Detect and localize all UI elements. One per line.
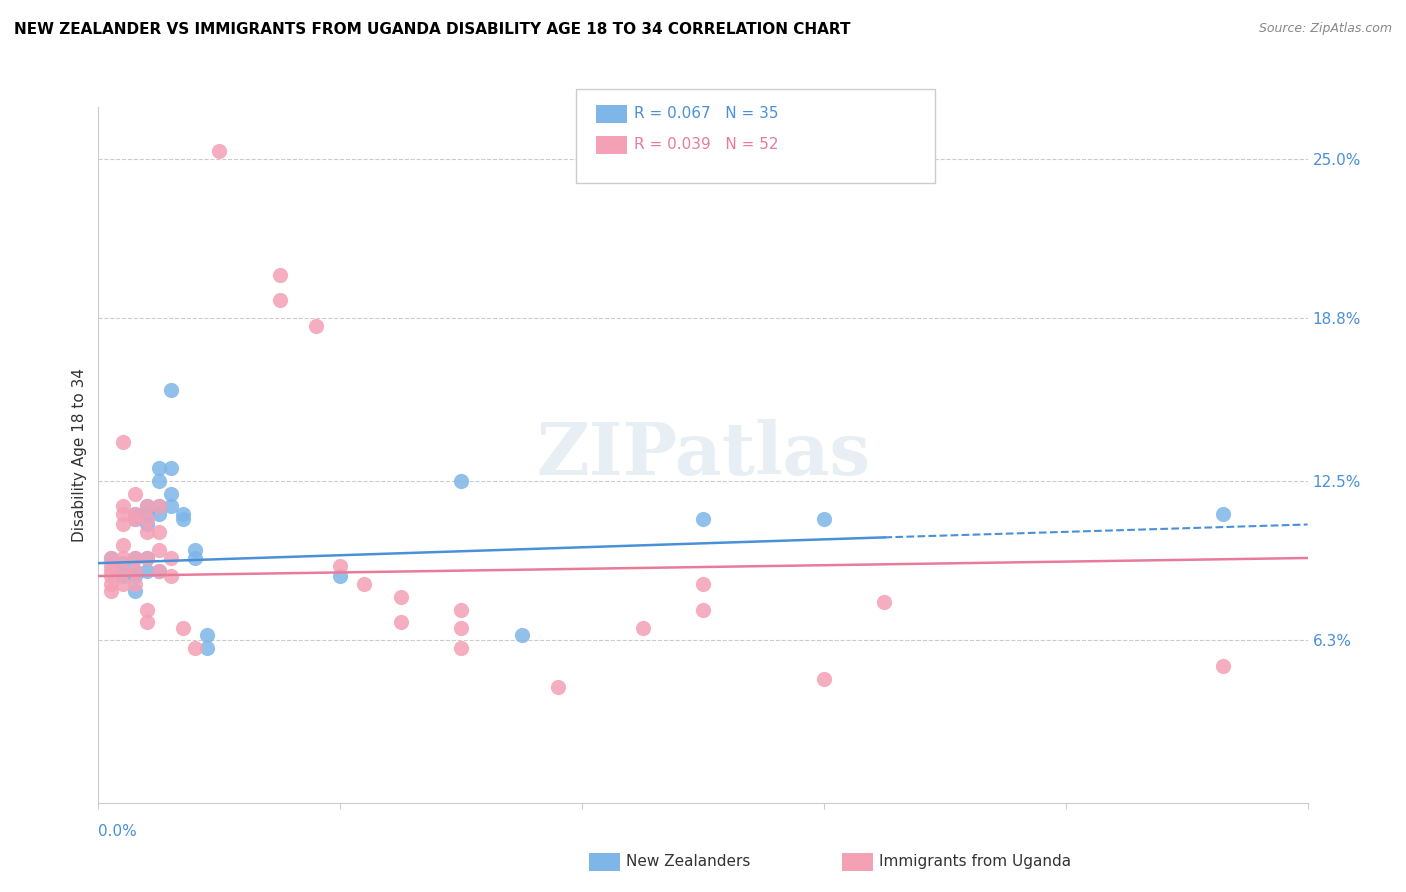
Point [135, 615, 157, 630]
Point [124, 512, 146, 526]
Point [172, 507, 194, 521]
Text: ZIPatlas: ZIPatlas [536, 419, 870, 491]
Point [184, 551, 207, 566]
Point [389, 615, 412, 630]
Point [111, 556, 134, 570]
Point [135, 602, 157, 616]
Point [124, 584, 146, 599]
Point [160, 569, 183, 583]
Point [148, 543, 170, 558]
Point [547, 680, 569, 694]
Point [135, 525, 157, 540]
Point [124, 507, 146, 521]
Point [172, 621, 194, 635]
Point [100, 564, 122, 578]
Point [184, 641, 207, 656]
Point [160, 460, 183, 475]
Point [450, 621, 472, 635]
Point [329, 569, 352, 583]
Point [135, 564, 157, 578]
Point [450, 474, 472, 488]
Point [1212, 659, 1234, 673]
Point [160, 384, 183, 398]
Point [195, 641, 218, 656]
Point [100, 584, 122, 599]
Point [160, 486, 183, 500]
Point [631, 621, 654, 635]
Point [111, 569, 134, 583]
Point [692, 576, 714, 591]
Text: Source: ZipAtlas.com: Source: ZipAtlas.com [1258, 22, 1392, 36]
Point [100, 551, 122, 566]
Text: R = 0.039   N = 52: R = 0.039 N = 52 [634, 137, 779, 152]
Point [135, 512, 157, 526]
Point [124, 551, 146, 566]
Text: New Zealanders: New Zealanders [626, 855, 749, 869]
Point [111, 517, 134, 532]
Point [148, 507, 170, 521]
Point [135, 500, 157, 514]
Point [450, 641, 472, 656]
Text: NEW ZEALANDER VS IMMIGRANTS FROM UGANDA DISABILITY AGE 18 TO 34 CORRELATION CHAR: NEW ZEALANDER VS IMMIGRANTS FROM UGANDA … [14, 22, 851, 37]
Point [111, 551, 134, 566]
Point [124, 569, 146, 583]
Point [510, 628, 533, 642]
Point [172, 512, 194, 526]
Point [111, 576, 134, 591]
Point [184, 543, 207, 558]
Point [124, 486, 146, 500]
Point [148, 500, 170, 514]
Point [111, 564, 134, 578]
Point [111, 435, 134, 450]
Point [813, 672, 835, 686]
Point [100, 551, 122, 566]
Point [111, 507, 134, 521]
Point [135, 500, 157, 514]
Point [135, 551, 157, 566]
Point [269, 293, 291, 308]
Point [329, 558, 352, 573]
Point [135, 507, 157, 521]
Y-axis label: Disability Age 18 to 34: Disability Age 18 to 34 [72, 368, 87, 542]
Point [124, 576, 146, 591]
Point [269, 268, 291, 282]
Point [208, 144, 231, 158]
Text: R = 0.067   N = 35: R = 0.067 N = 35 [634, 106, 779, 120]
Point [135, 551, 157, 566]
Point [389, 590, 412, 604]
Point [100, 569, 122, 583]
Point [305, 319, 328, 334]
Text: 0.0%: 0.0% [98, 823, 138, 838]
Point [148, 500, 170, 514]
Point [873, 595, 896, 609]
Point [100, 576, 122, 591]
Point [450, 602, 472, 616]
Point [148, 564, 170, 578]
Point [148, 564, 170, 578]
Point [111, 538, 134, 552]
Point [148, 460, 170, 475]
Point [813, 512, 835, 526]
Point [124, 551, 146, 566]
Point [124, 564, 146, 578]
Point [124, 512, 146, 526]
Point [353, 576, 375, 591]
Point [148, 525, 170, 540]
Point [148, 474, 170, 488]
Point [692, 512, 714, 526]
Point [111, 500, 134, 514]
Point [100, 558, 122, 573]
Point [692, 602, 714, 616]
Point [124, 507, 146, 521]
Text: Immigrants from Uganda: Immigrants from Uganda [879, 855, 1071, 869]
Point [1212, 507, 1234, 521]
Point [124, 564, 146, 578]
Point [160, 551, 183, 566]
Point [160, 500, 183, 514]
Point [195, 628, 218, 642]
Point [135, 517, 157, 532]
